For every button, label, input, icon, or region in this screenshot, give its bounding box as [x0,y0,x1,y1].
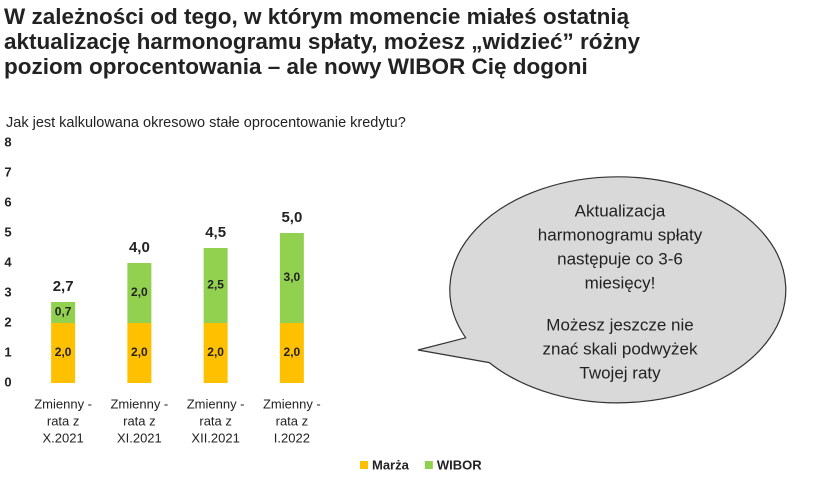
callout-text: Możesz jeszcze nie [546,315,693,334]
callout-text: Twojej raty [579,363,661,382]
x-tick-label: X.2021 [43,430,84,445]
y-tick-label: 8 [4,134,11,149]
y-tick-label: 4 [4,254,12,269]
y-tick-label: 3 [4,284,11,299]
legend-label: WIBOR [437,457,482,472]
x-tick-label: Zmienny - [34,396,92,411]
y-tick-label: 6 [4,194,11,209]
callout-text: następuje co 3-6 [557,249,683,268]
value-label: 2,0 [284,345,301,359]
bar-segment [127,263,152,323]
bar-segment [203,248,228,323]
x-tick-label: rata z [276,413,309,428]
legend-label: Marża [372,457,410,472]
callout-text: miesięcy! [585,273,656,292]
x-tick-label: rata z [123,413,156,428]
y-tick-label: 5 [4,224,11,239]
total-label: 4,5 [205,224,226,241]
chart-title: poziom oprocentowania – ale nowy WIBOR C… [4,54,588,79]
y-tick-label: 2 [4,314,11,329]
legend-swatch [424,461,433,469]
legend-swatch [360,461,368,469]
x-tick-label: Zmienny - [263,396,321,411]
x-tick-label: Zmienny - [187,396,245,411]
value-label: 3,0 [284,270,301,284]
x-tick-label: XI.2021 [117,430,162,445]
x-tick-label: XII.2021 [191,430,239,445]
value-label: 2,0 [131,345,148,359]
bar-segment [203,323,228,383]
total-label: 4,0 [129,239,150,256]
callout-text: Aktualizacja [575,201,666,220]
bar-segment [279,233,304,323]
bar-segment [279,323,304,383]
total-label: 5,0 [281,209,302,226]
bar-segment [127,323,152,383]
callout-text: harmonogramu spłaty [538,225,703,244]
value-label: 2,0 [55,345,72,359]
x-tick-label: I.2022 [274,430,310,445]
chart-title: W zależności od tego, w którym momencie … [4,4,630,29]
y-tick-label: 1 [4,344,11,359]
x-tick-label: Zmienny - [110,396,168,411]
bar-segment [51,302,76,323]
x-tick-label: rata z [199,413,232,428]
y-tick-label: 0 [4,374,11,389]
x-tick-label: rata z [47,413,80,428]
y-tick-label: 7 [4,164,11,179]
value-label: 2,5 [207,278,224,292]
callout-text: znać skali podwyżek [543,339,698,358]
chart-title: aktualizację harmonogramu spłaty, możesz… [4,29,640,54]
chart-subtitle: Jak jest kalkulowana okresowo stałe opro… [6,115,406,131]
value-label: 2,0 [207,345,224,359]
bar-segment [51,323,76,383]
value-label: 2,0 [131,285,148,299]
total-label: 2,7 [53,278,74,295]
callout-bubble [417,176,787,404]
value-label: 0,7 [55,305,72,319]
